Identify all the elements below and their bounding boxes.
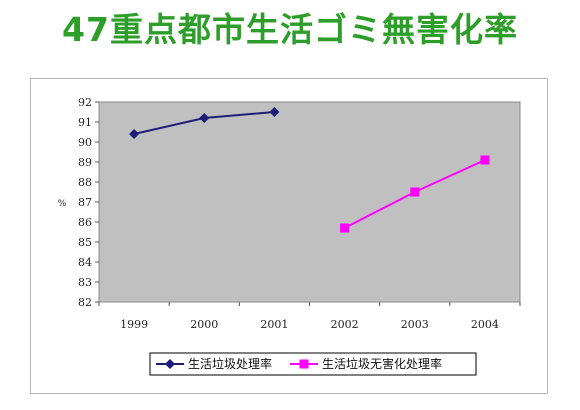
y-tick-label: 90 bbox=[78, 136, 92, 149]
y-axis: 82 83 84 85 86 87 88 89 90 91 92 bbox=[78, 96, 99, 309]
legend-label-2: 生活垃圾无害化处理率 bbox=[322, 356, 442, 371]
x-tick-label: 2004 bbox=[471, 318, 499, 331]
x-tick-label: 2001 bbox=[260, 318, 288, 331]
series-1-point bbox=[199, 113, 210, 123]
y-tick-label: 92 bbox=[78, 96, 92, 109]
y-tick-label: 89 bbox=[78, 156, 92, 169]
legend: 生活垃圾处理率 生活垃圾无害化处理率 bbox=[149, 352, 477, 376]
series-2-point bbox=[340, 223, 350, 233]
series-layer bbox=[129, 107, 490, 233]
series-2-point bbox=[480, 155, 490, 165]
x-tick-label: 2000 bbox=[190, 318, 218, 331]
legend-marker-2 bbox=[299, 359, 309, 369]
page-title: 47重点都市生活ゴミ無害化率 bbox=[62, 10, 518, 49]
y-tick-label: 86 bbox=[78, 216, 92, 229]
y-tick-label: 87 bbox=[78, 196, 92, 209]
y-tick-label: 91 bbox=[78, 116, 92, 129]
x-tick-label: 2002 bbox=[331, 318, 359, 331]
series-2-point bbox=[410, 187, 420, 197]
y-tick-label: 82 bbox=[78, 296, 92, 309]
x-tick-label: 2003 bbox=[401, 318, 429, 331]
legend-marker-1 bbox=[165, 359, 175, 369]
series-1-point bbox=[129, 129, 140, 139]
x-axis: 1999 2000 2001 2002 2003 2004 bbox=[98, 302, 521, 331]
y-tick-label: 88 bbox=[78, 176, 92, 189]
y-tick-label: 85 bbox=[78, 236, 92, 249]
series-1-point bbox=[269, 107, 280, 117]
plot-area bbox=[98, 101, 521, 303]
y-tick-label: 84 bbox=[78, 256, 92, 269]
legend-label-1: 生活垃圾处理率 bbox=[188, 356, 272, 371]
x-tick-label: 1999 bbox=[120, 318, 148, 331]
y-tick-label: 83 bbox=[78, 276, 92, 289]
y-axis-label: % bbox=[58, 199, 67, 209]
